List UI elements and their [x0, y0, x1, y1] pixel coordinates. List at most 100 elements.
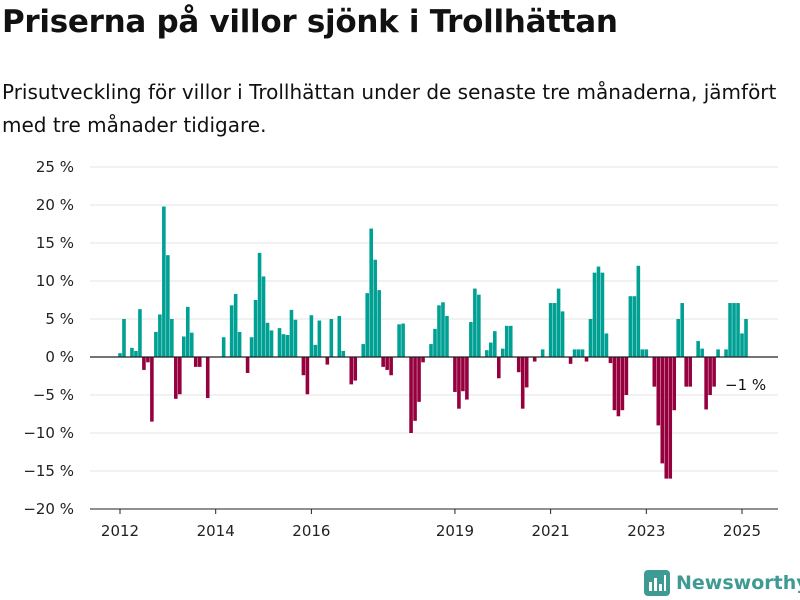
bar — [185, 306, 190, 357]
bar — [265, 322, 270, 357]
bar — [504, 325, 509, 357]
bar — [740, 333, 744, 357]
bar — [668, 357, 673, 479]
bar — [277, 328, 282, 357]
bar — [317, 320, 322, 357]
bar — [170, 319, 174, 357]
bar — [253, 300, 258, 357]
brand-name: Newsworthy — [676, 572, 800, 594]
bar — [560, 311, 565, 357]
bar — [552, 303, 557, 357]
bar — [477, 294, 481, 357]
bar — [162, 206, 166, 357]
bar — [724, 349, 728, 357]
brand: Newsworthy — [644, 568, 800, 598]
bar — [138, 309, 142, 357]
bar — [389, 357, 393, 376]
bar — [433, 328, 437, 357]
bar — [178, 357, 182, 395]
bar — [174, 357, 178, 399]
bar — [520, 357, 525, 409]
bar — [353, 357, 358, 381]
bar — [361, 344, 366, 357]
bar — [644, 349, 649, 357]
y-tick-label: 20 % — [36, 196, 74, 214]
bar — [150, 357, 154, 422]
bar — [281, 334, 286, 357]
bar — [672, 357, 677, 411]
bar — [257, 252, 262, 357]
bar — [401, 323, 405, 357]
bar — [421, 357, 425, 363]
bar — [349, 357, 354, 385]
bar — [445, 315, 449, 357]
bar — [636, 265, 641, 357]
y-tick-label: −20 % — [23, 500, 74, 518]
bar — [632, 296, 637, 357]
bar — [728, 303, 732, 357]
x-tick-label: 2025 — [723, 522, 761, 540]
bar — [301, 357, 306, 376]
y-tick-label: 25 % — [36, 158, 74, 176]
bar — [130, 347, 134, 357]
bar — [437, 305, 441, 357]
bar — [664, 357, 669, 479]
bar — [524, 357, 529, 388]
bar — [205, 357, 210, 399]
bar — [457, 357, 461, 409]
bar — [293, 319, 298, 357]
bar — [572, 349, 577, 357]
bar — [548, 303, 553, 357]
bar — [413, 357, 417, 421]
x-tick-label: 2021 — [532, 522, 570, 540]
bar — [229, 305, 234, 357]
bar — [142, 357, 146, 370]
bar — [429, 344, 433, 357]
bar — [385, 357, 389, 370]
bar — [325, 357, 330, 365]
bar — [369, 228, 373, 357]
bar — [620, 357, 625, 411]
bar — [461, 357, 465, 392]
bar — [696, 341, 700, 357]
bar — [688, 357, 692, 387]
bar — [608, 357, 613, 364]
y-tick-label: 10 % — [36, 272, 74, 290]
x-axis-ticks: 2012 2014 2016 2019 2021 2023 2025 — [90, 508, 778, 540]
bar — [600, 272, 605, 357]
bar — [592, 272, 597, 357]
bar — [309, 315, 314, 357]
bar — [469, 322, 473, 357]
bar — [596, 266, 601, 357]
bar — [652, 357, 657, 387]
bar — [568, 357, 573, 364]
bar — [712, 357, 716, 387]
bar — [365, 293, 370, 357]
bar — [500, 348, 505, 357]
y-tick-label: −15 % — [23, 462, 74, 480]
bar — [680, 303, 684, 357]
bar — [616, 357, 621, 417]
bar — [409, 357, 413, 433]
bar — [154, 331, 158, 357]
bar — [708, 357, 712, 395]
bar — [489, 342, 493, 357]
newsworthy-logo-icon — [644, 570, 670, 596]
bar — [676, 319, 681, 357]
y-tick-label: −5 % — [33, 386, 74, 404]
bar — [716, 349, 720, 357]
x-tick-label: 2016 — [292, 522, 330, 540]
bar — [441, 302, 445, 357]
bar — [193, 357, 198, 367]
bar — [485, 350, 489, 357]
bar — [497, 357, 501, 379]
bar — [146, 357, 150, 363]
bar — [628, 296, 633, 357]
bar — [189, 332, 194, 357]
bar — [261, 276, 266, 357]
bar — [305, 357, 310, 395]
bar — [269, 330, 274, 357]
y-tick-label: 15 % — [36, 234, 74, 252]
bar — [373, 259, 377, 357]
bar — [221, 337, 226, 357]
